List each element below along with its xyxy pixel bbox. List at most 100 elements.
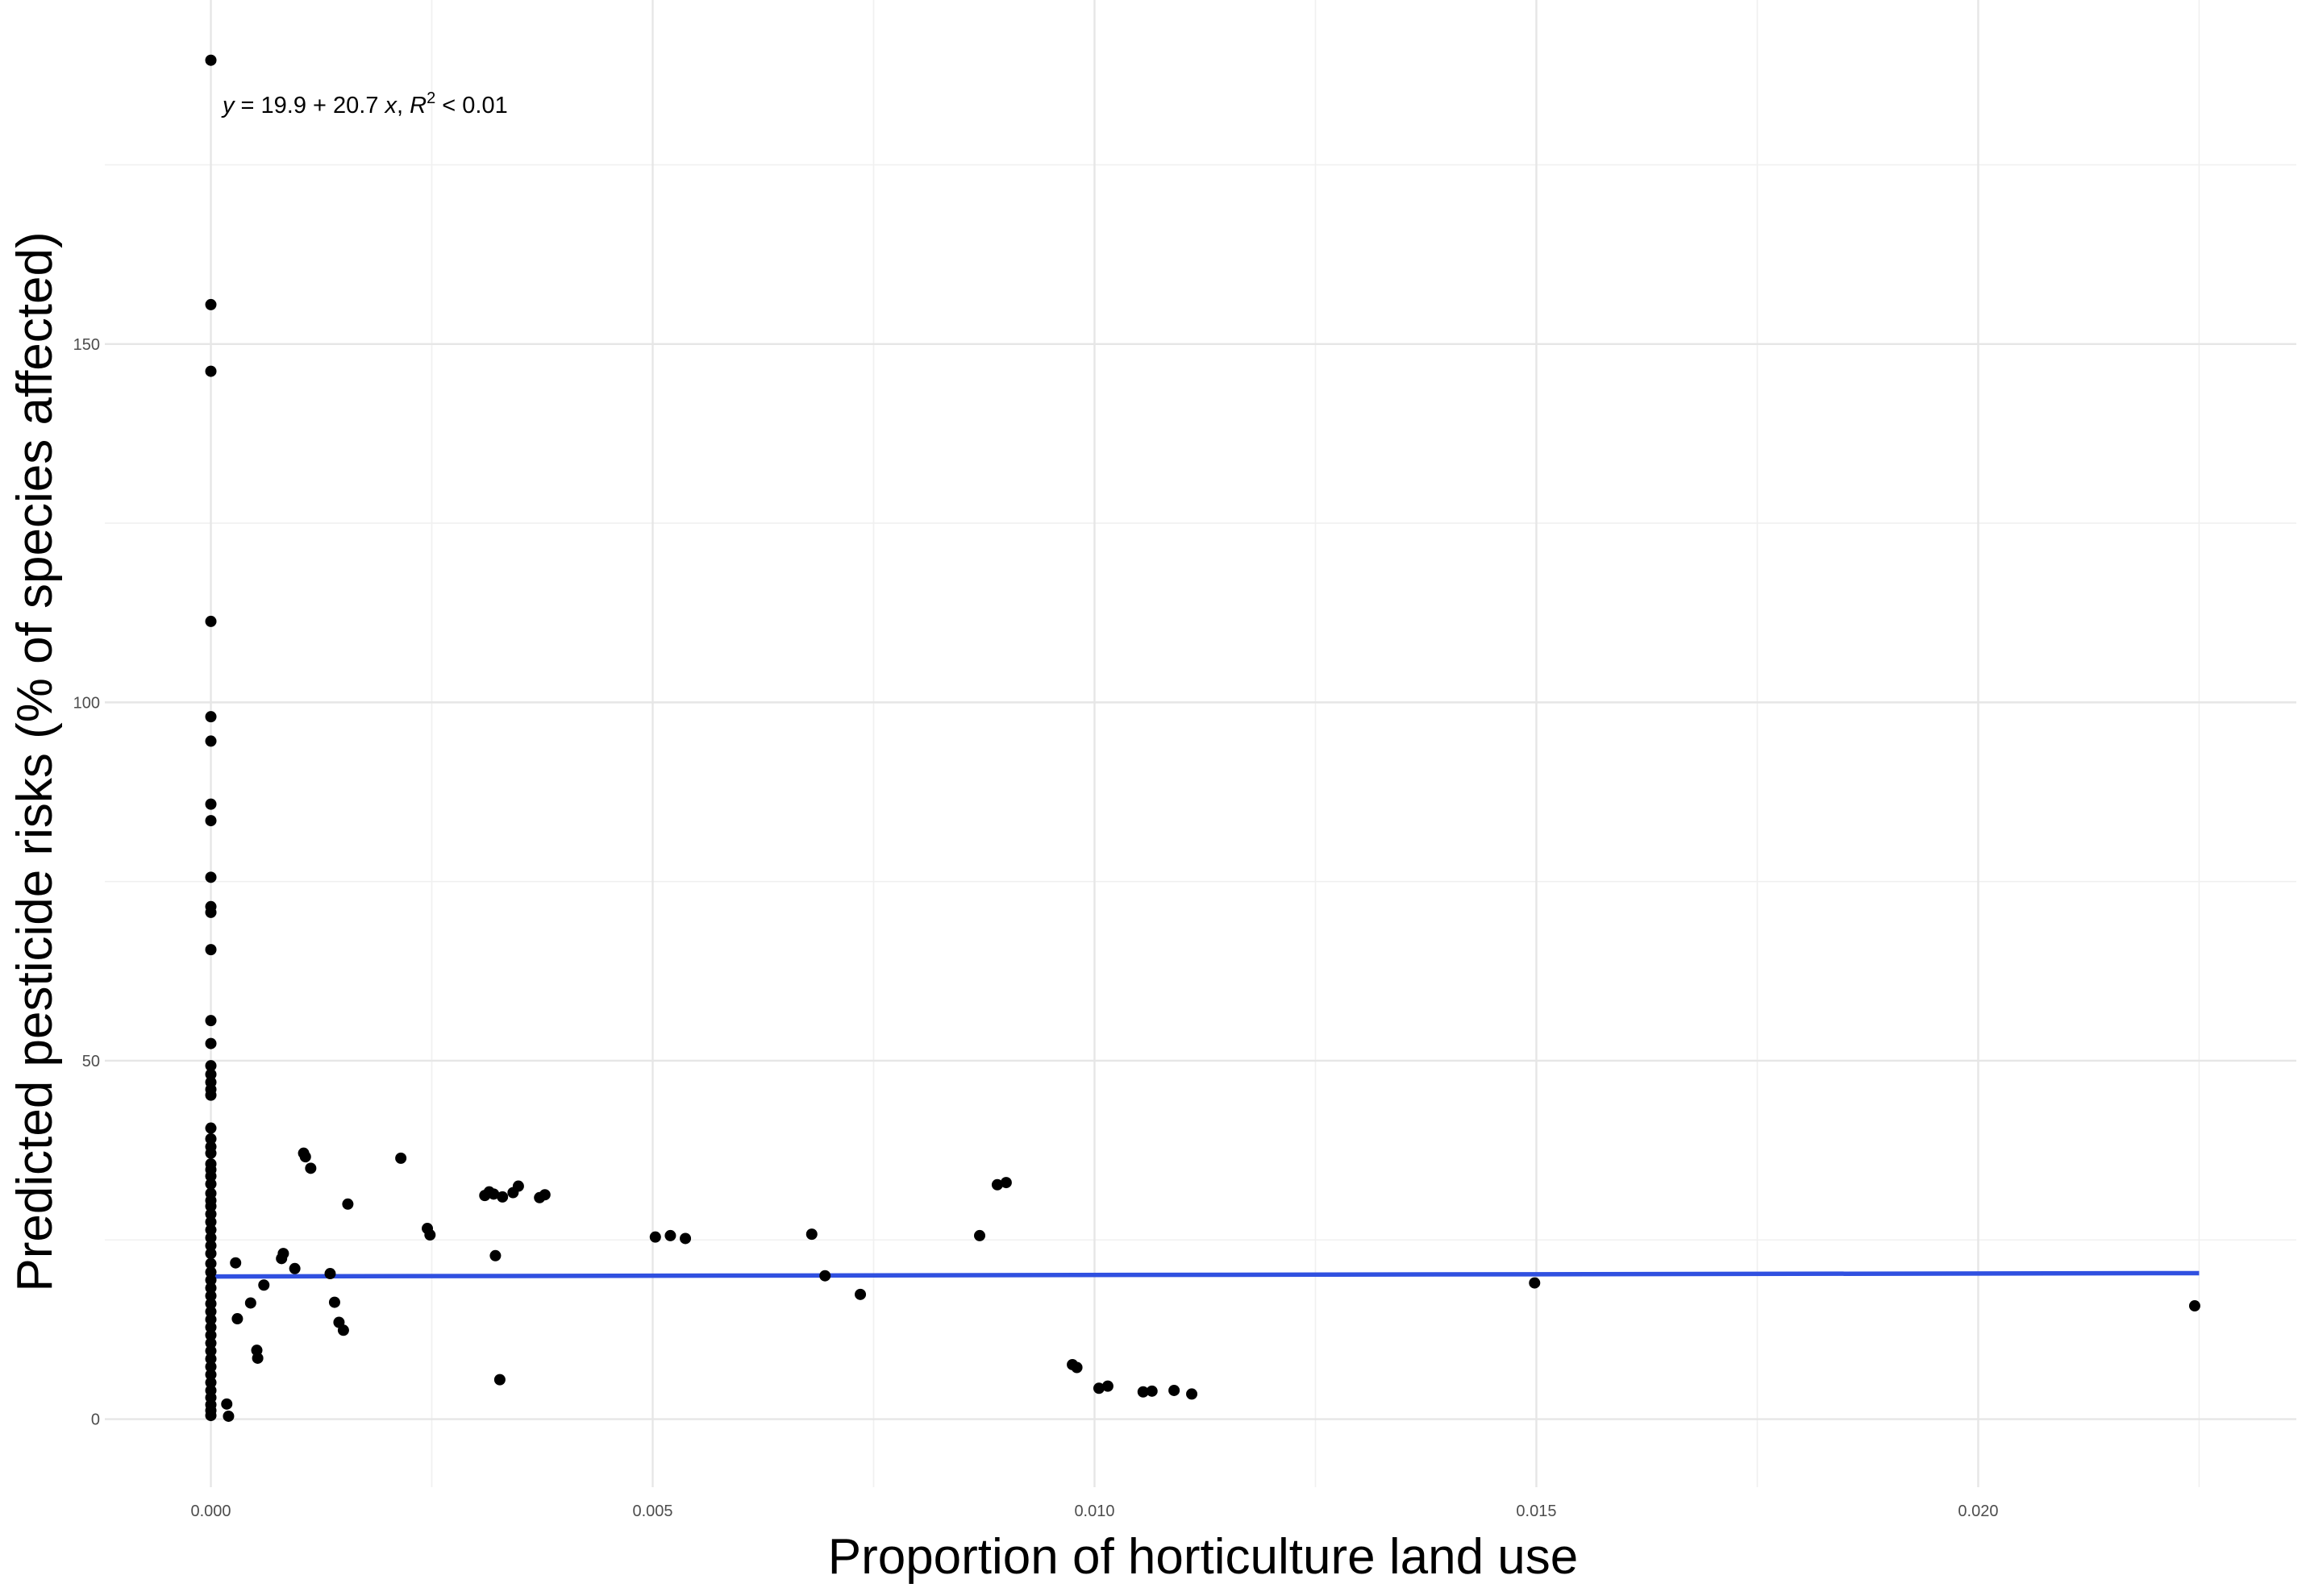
data-point: [205, 1345, 217, 1357]
y-tick-labels: 0 50 100 150: [73, 336, 100, 1429]
data-point: [205, 711, 217, 723]
trend-line: [210, 1270, 2200, 1279]
data-point: [230, 1257, 242, 1269]
data-point: [395, 1152, 407, 1164]
data-point: [223, 1410, 235, 1422]
data-point: [1093, 1382, 1105, 1394]
data-point: [221, 1398, 233, 1410]
data-point: [205, 365, 217, 377]
equation-part-1: = 19.9 + 20.7: [235, 93, 385, 118]
data-point: [1168, 1384, 1180, 1396]
data-point: [489, 1249, 502, 1261]
data-point: [277, 1248, 289, 1260]
data-point: [205, 1170, 217, 1182]
data-point: [512, 1180, 524, 1192]
r2-superscript: 2: [427, 89, 435, 107]
data-point: [205, 1068, 217, 1080]
data-point: [1146, 1385, 1158, 1397]
data-point: [205, 1208, 217, 1220]
data-point: [1071, 1361, 1083, 1374]
data-point: [205, 735, 217, 747]
data-point: [497, 1191, 509, 1203]
data-point: [205, 615, 217, 627]
data-point: [819, 1270, 831, 1282]
data-point: [205, 1089, 217, 1101]
y-tick-label: 0: [91, 1411, 100, 1429]
y-axis-title: Predicted pesticide risks (% of species …: [7, 231, 63, 1291]
data-point: [244, 1297, 256, 1309]
data-points: [205, 54, 2200, 1422]
data-point: [205, 1321, 217, 1333]
data-point: [205, 944, 217, 956]
y-tick-label: 100: [73, 694, 100, 712]
data-point: [205, 1266, 217, 1278]
data-point: [1000, 1177, 1012, 1189]
data-point: [205, 1377, 217, 1389]
x-tick-label: 0.010: [1074, 1502, 1114, 1520]
data-point: [205, 1147, 217, 1159]
data-point: [205, 1369, 217, 1381]
data-point: [664, 1229, 676, 1241]
data-point: [205, 1290, 217, 1302]
data-point: [205, 1037, 217, 1049]
data-point: [1529, 1277, 1541, 1289]
data-point: [205, 1353, 217, 1365]
data-point: [337, 1324, 349, 1336]
data-point: [205, 1306, 217, 1318]
data-point: [1186, 1388, 1198, 1400]
data-point: [205, 1282, 217, 1294]
data-point: [205, 1337, 217, 1349]
y-tick-label: 50: [82, 1053, 100, 1070]
data-point: [205, 1232, 217, 1244]
trend-line-group: [210, 1270, 2200, 1279]
data-point: [205, 1274, 217, 1286]
data-point: [299, 1151, 311, 1163]
minor-gridlines: [105, 0, 2296, 1487]
data-point: [258, 1279, 270, 1291]
data-point: [342, 1198, 354, 1210]
data-point: [252, 1352, 264, 1364]
data-point: [205, 1410, 217, 1422]
data-point: [205, 1200, 217, 1212]
data-point: [205, 1361, 217, 1373]
data-point: [205, 871, 217, 883]
data-point: [231, 1313, 244, 1325]
data-point: [205, 298, 217, 310]
x-tick-label: 0.000: [190, 1502, 231, 1520]
data-point: [539, 1189, 551, 1201]
data-point: [493, 1374, 506, 1386]
data-point: [488, 1188, 500, 1200]
data-point: [1101, 1380, 1113, 1392]
data-point: [680, 1232, 692, 1245]
r2-value: < 0.01: [435, 93, 508, 118]
major-gridlines: [105, 0, 2296, 1487]
data-point: [205, 1329, 217, 1341]
data-point: [205, 1313, 217, 1325]
data-point: [974, 1229, 986, 1241]
data-point: [205, 1298, 217, 1310]
data-point: [289, 1262, 301, 1274]
data-point: [328, 1296, 340, 1308]
data-point: [205, 1216, 217, 1228]
data-point: [2188, 1300, 2200, 1312]
equation-part-2: ,: [397, 93, 410, 118]
data-point: [205, 1257, 217, 1270]
data-point: [205, 1015, 217, 1027]
data-point: [205, 1248, 217, 1260]
data-point: [855, 1288, 867, 1300]
y-tick-label: 150: [73, 336, 100, 354]
data-point: [1137, 1386, 1149, 1398]
data-point: [805, 1228, 818, 1241]
data-point: [205, 1224, 217, 1236]
data-point: [205, 1133, 217, 1145]
data-point: [205, 1240, 217, 1252]
x-tick-label: 0.005: [632, 1502, 672, 1520]
data-point: [205, 1178, 217, 1190]
data-point: [649, 1231, 661, 1243]
data-point: [205, 906, 217, 918]
data-point: [991, 1178, 1003, 1191]
data-point: [205, 798, 217, 810]
x-tick-label: 0.015: [1516, 1502, 1556, 1520]
data-point: [205, 54, 217, 66]
